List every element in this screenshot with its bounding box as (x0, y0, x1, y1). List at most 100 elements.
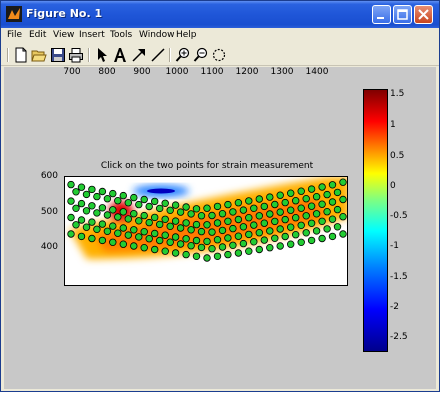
grid-point[interactable] (307, 185, 316, 193)
grid-point[interactable] (140, 228, 148, 236)
grid-point[interactable] (155, 220, 164, 229)
grid-point[interactable] (339, 213, 347, 221)
grid-point[interactable] (88, 202, 96, 210)
grid-point[interactable] (333, 223, 342, 231)
grid-point[interactable] (119, 208, 127, 216)
print-icon[interactable] (68, 47, 84, 63)
grid-point[interactable] (323, 190, 331, 199)
grid-point[interactable] (229, 224, 237, 233)
grid-point[interactable] (218, 210, 227, 218)
grid-point[interactable] (197, 227, 206, 236)
grid-point[interactable] (109, 238, 117, 247)
grid-point[interactable] (114, 197, 122, 205)
grid-point[interactable] (281, 215, 289, 224)
grid-point[interactable] (109, 222, 117, 230)
zoom-in-icon[interactable] (175, 47, 191, 63)
arrow-icon[interactable] (131, 47, 147, 63)
grid-point[interactable] (72, 188, 80, 196)
grid-point[interactable] (140, 211, 148, 220)
grid-point[interactable] (171, 217, 180, 225)
grid-point[interactable] (166, 222, 174, 230)
open-folder-icon[interactable] (31, 47, 47, 63)
grid-point[interactable] (234, 215, 243, 224)
grid-point[interactable] (145, 202, 153, 211)
grid-point[interactable] (203, 237, 211, 246)
menu-view[interactable]: View (53, 30, 75, 40)
grid-point[interactable] (82, 207, 91, 215)
grid-point[interactable] (260, 236, 268, 244)
grid-point[interactable] (145, 218, 153, 227)
grid-point[interactable] (135, 233, 143, 241)
grid-point[interactable] (239, 239, 248, 248)
new-file-icon[interactable] (13, 47, 29, 63)
grid-point[interactable] (318, 217, 326, 225)
rotate-icon[interactable] (211, 47, 227, 63)
grid-point[interactable] (266, 210, 274, 218)
grid-point[interactable] (260, 219, 268, 227)
grid-point[interactable] (328, 198, 337, 206)
grid-point[interactable] (276, 242, 284, 250)
grid-point[interactable] (130, 242, 138, 250)
grid-point[interactable] (124, 215, 132, 223)
grid-point[interactable] (192, 205, 201, 213)
grid-point[interactable] (234, 249, 243, 257)
grid-point[interactable] (318, 234, 326, 243)
grid-point[interactable] (103, 227, 112, 235)
grid-point[interactable] (171, 201, 180, 209)
grid-point[interactable] (135, 217, 143, 225)
grid-point[interactable] (67, 213, 75, 222)
grid-point[interactable] (197, 243, 206, 252)
grid-point[interactable] (192, 220, 201, 229)
grid-point[interactable] (250, 204, 258, 212)
grid-point[interactable] (82, 190, 91, 199)
grid-point[interactable] (297, 204, 305, 212)
maximize-button[interactable] (393, 5, 412, 24)
grid-point[interactable] (150, 213, 159, 222)
grid-point[interactable] (239, 223, 248, 231)
grid-point[interactable] (208, 244, 216, 253)
grid-point[interactable] (245, 197, 253, 205)
grid-point[interactable] (260, 202, 268, 211)
grid-point[interactable] (155, 236, 164, 245)
grid-point[interactable] (72, 221, 80, 229)
save-icon[interactable] (50, 47, 66, 63)
menu-help[interactable]: Help (176, 30, 197, 40)
grid-point[interactable] (88, 218, 96, 226)
grid-point[interactable] (150, 245, 159, 254)
grid-point[interactable] (213, 252, 222, 260)
grid-point[interactable] (307, 236, 316, 245)
grid-point[interactable] (119, 224, 127, 232)
grid-point[interactable] (135, 200, 143, 209)
grid-point[interactable] (109, 206, 117, 214)
grid-point[interactable] (150, 197, 159, 206)
grid-point[interactable] (72, 204, 80, 212)
grid-point[interactable] (88, 234, 96, 243)
grid-point[interactable] (239, 206, 248, 214)
title-bar[interactable]: Figure No. 1 (1, 1, 439, 28)
grid-point[interactable] (255, 212, 263, 220)
grid-point[interactable] (302, 195, 310, 203)
grid-point[interactable] (297, 221, 305, 229)
grid-point[interactable] (187, 210, 195, 218)
grid-point[interactable] (286, 206, 295, 214)
grid-point[interactable] (286, 240, 295, 248)
grid-point[interactable] (103, 195, 112, 203)
menu-file[interactable]: File (7, 30, 23, 40)
grid-point[interactable] (124, 199, 132, 207)
grid-point[interactable] (171, 233, 180, 241)
grid-point[interactable] (333, 188, 342, 197)
menu-window[interactable]: Window (139, 30, 175, 40)
grid-point[interactable] (245, 214, 253, 222)
grid-point[interactable] (114, 213, 122, 221)
grid-point[interactable] (302, 229, 310, 237)
grid-point[interactable] (130, 210, 138, 218)
grid-point[interactable] (166, 238, 174, 246)
grid-point[interactable] (203, 221, 211, 229)
grid-point[interactable] (171, 249, 180, 257)
grid-point[interactable] (291, 214, 300, 222)
menu-edit[interactable]: Edit (29, 30, 47, 40)
grid-point[interactable] (224, 200, 232, 209)
grid-point[interactable] (224, 217, 232, 225)
grid-point[interactable] (218, 226, 227, 235)
grid-point[interactable] (140, 195, 148, 204)
